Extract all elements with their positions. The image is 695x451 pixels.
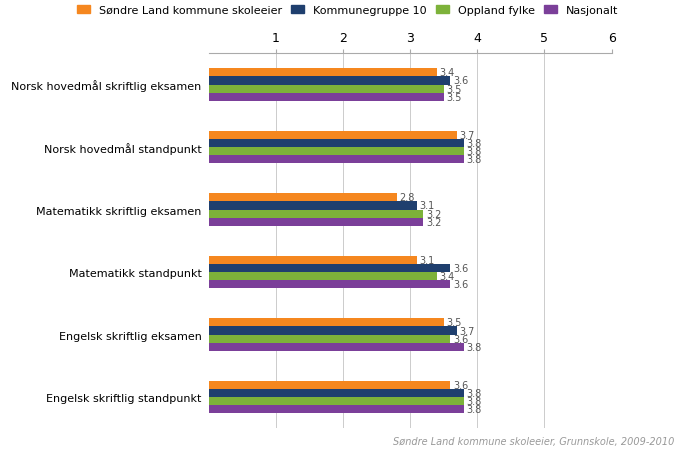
Text: 3.5: 3.5 — [446, 318, 461, 328]
Text: 3.6: 3.6 — [453, 263, 468, 273]
Text: 3.6: 3.6 — [453, 380, 468, 390]
Bar — [208, 218, 423, 226]
Bar — [208, 281, 450, 289]
Text: 3.1: 3.1 — [420, 255, 434, 265]
Text: 3.6: 3.6 — [453, 76, 468, 86]
Bar — [208, 335, 450, 343]
Text: 2.8: 2.8 — [400, 193, 415, 203]
Text: 3.8: 3.8 — [466, 388, 482, 398]
Text: Søndre Land kommune skoleeier, Grunnskole, 2009-2010: Søndre Land kommune skoleeier, Grunnskol… — [393, 437, 674, 446]
Bar — [208, 389, 464, 397]
Bar — [208, 397, 464, 405]
Bar — [208, 327, 457, 335]
Bar — [208, 405, 464, 414]
Text: 3.8: 3.8 — [466, 342, 482, 352]
Bar — [208, 156, 464, 164]
Bar — [208, 194, 397, 202]
Text: 3.7: 3.7 — [460, 130, 475, 141]
Bar — [208, 264, 450, 272]
Bar — [208, 256, 417, 264]
Text: 3.5: 3.5 — [446, 92, 461, 102]
Text: 3.8: 3.8 — [466, 405, 482, 414]
Bar — [208, 319, 443, 327]
Bar — [208, 140, 464, 148]
Text: 3.1: 3.1 — [420, 201, 434, 211]
Text: 3.6: 3.6 — [453, 334, 468, 344]
Text: 3.4: 3.4 — [440, 272, 455, 281]
Text: 3.2: 3.2 — [426, 209, 441, 219]
Bar — [208, 132, 457, 140]
Text: 3.8: 3.8 — [466, 147, 482, 157]
Text: 3.2: 3.2 — [426, 217, 441, 227]
Bar — [208, 85, 443, 93]
Text: 3.5: 3.5 — [446, 84, 461, 94]
Legend: Søndre Land kommune skoleeier, Kommunegruppe 10, Oppland fylke, Nasjonalt: Søndre Land kommune skoleeier, Kommunegr… — [76, 5, 619, 16]
Text: 3.8: 3.8 — [466, 138, 482, 149]
Text: 3.7: 3.7 — [460, 326, 475, 336]
Bar — [208, 210, 423, 218]
Bar — [208, 93, 443, 101]
Text: 3.4: 3.4 — [440, 68, 455, 78]
Bar — [208, 202, 417, 210]
Bar — [208, 148, 464, 156]
Bar — [208, 69, 437, 77]
Text: 3.8: 3.8 — [466, 155, 482, 165]
Bar — [208, 272, 437, 281]
Bar — [208, 343, 464, 351]
Bar — [208, 381, 450, 389]
Text: 3.6: 3.6 — [453, 280, 468, 290]
Bar — [208, 77, 450, 85]
Text: 3.8: 3.8 — [466, 396, 482, 406]
